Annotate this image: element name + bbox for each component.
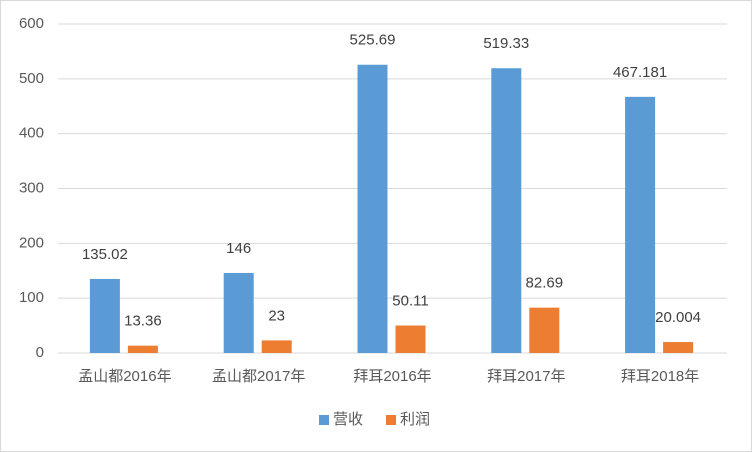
value-label: 23	[268, 307, 285, 324]
x-tick-label: 孟山都2017年	[212, 368, 305, 385]
y-tick-label: 400	[19, 125, 44, 142]
bar	[89, 278, 120, 353]
value-label: 50.11	[392, 292, 428, 309]
y-tick-label: 200	[19, 234, 44, 251]
x-tick-label: 拜耳2016年	[353, 368, 431, 385]
legend-swatch	[386, 415, 396, 425]
y-tick-label: 0	[36, 344, 44, 361]
value-label: 519.33	[483, 35, 529, 52]
legend-label: 利润	[400, 411, 430, 428]
bar	[261, 340, 292, 353]
legend-swatch	[319, 415, 329, 425]
value-label: 20.004	[655, 309, 701, 326]
y-tick-label: 500	[19, 70, 44, 87]
bar	[357, 64, 388, 354]
bar	[127, 345, 158, 353]
y-tick-label: 600	[19, 15, 44, 32]
legend-label: 营收	[333, 411, 363, 428]
value-label: 467.181	[613, 64, 667, 81]
value-label: 13.36	[124, 313, 162, 330]
x-tick-label: 拜耳2017年	[487, 368, 565, 385]
value-label: 135.02	[82, 246, 128, 263]
bar	[395, 325, 426, 353]
bar	[663, 342, 694, 353]
bar	[529, 307, 560, 353]
bar	[491, 68, 522, 354]
y-tick-label: 300	[19, 179, 44, 196]
x-tick-label: 拜耳2018年	[621, 368, 699, 385]
value-label: 146	[226, 240, 251, 257]
y-tick-label: 100	[19, 289, 44, 306]
value-label: 525.69	[350, 32, 396, 49]
x-tick-label: 孟山都2016年	[78, 368, 171, 385]
value-label: 82.69	[526, 275, 564, 292]
bar	[223, 272, 254, 353]
bar	[625, 96, 656, 353]
